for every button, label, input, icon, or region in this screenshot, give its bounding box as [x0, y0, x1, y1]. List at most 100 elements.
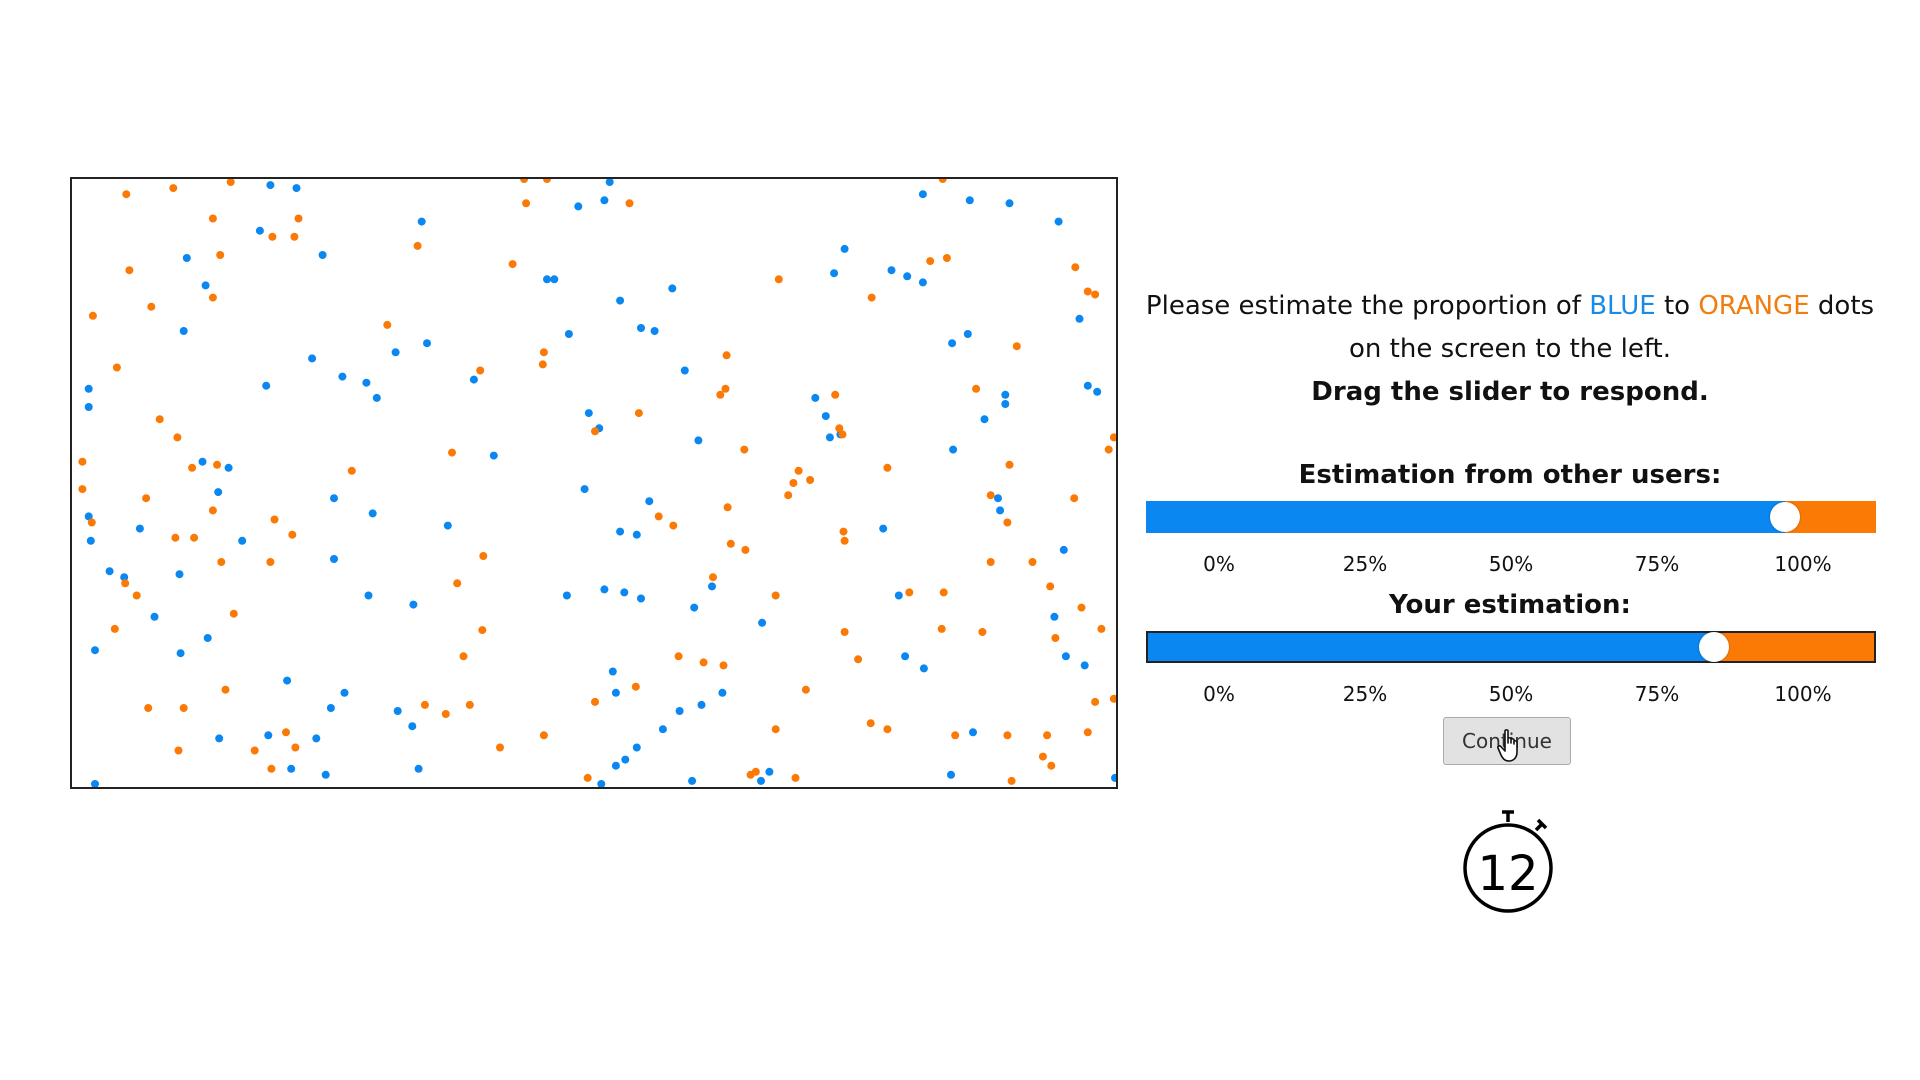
orange-dot: [634, 409, 643, 418]
orange-dot: [591, 427, 599, 436]
orange-dot: [1109, 433, 1116, 442]
orange-dot: [939, 588, 948, 597]
blue-dot: [821, 412, 830, 421]
orange-dot: [741, 545, 750, 554]
orange-dot: [1091, 697, 1100, 706]
orange-dot: [1083, 728, 1092, 737]
orange-dot: [1104, 445, 1113, 454]
orange-dot: [420, 700, 429, 709]
orange-dot: [699, 658, 708, 667]
orange-dot: [674, 652, 683, 661]
orange-dot: [347, 466, 356, 475]
others-tick-25: 25%: [1342, 552, 1388, 576]
instruction-line-1: Please estimate the proportion of BLUE t…: [1145, 291, 1875, 321]
orange-dot: [726, 539, 735, 548]
blue-dot: [918, 278, 927, 287]
blue-dot: [318, 251, 327, 259]
blue-dot: [1005, 199, 1014, 208]
blue-dot: [287, 764, 296, 773]
blue-dot: [825, 433, 834, 442]
your-tick-75: 75%: [1634, 682, 1680, 706]
blue-dot: [423, 339, 431, 348]
your-tick-100: 100%: [1774, 682, 1832, 706]
blue-dot: [811, 393, 820, 402]
orange-dot: [951, 731, 960, 740]
blue-dot: [887, 266, 896, 275]
dot-field-canvas: [78, 179, 1116, 787]
your-slider-ticks: 0% 25% 50% 75% 100%: [1146, 682, 1876, 712]
blue-dot: [1059, 545, 1068, 554]
orange-dot: [972, 384, 981, 393]
orange-dot: [883, 463, 892, 472]
blue-dot: [86, 536, 95, 545]
blue-dot: [697, 700, 706, 709]
orange-dot: [88, 311, 97, 320]
orange-dot: [669, 521, 678, 530]
blue-dot: [372, 393, 381, 402]
orange-dot: [1028, 558, 1037, 566]
blue-dot: [600, 585, 609, 594]
blue-dot: [135, 524, 144, 533]
blue-dot: [947, 770, 955, 779]
blue-dot: [969, 728, 977, 737]
orange-dot: [226, 179, 235, 186]
blue-dot: [611, 688, 620, 697]
others-tick-100: 100%: [1774, 552, 1832, 576]
orange-dot: [522, 199, 531, 208]
blue-dot: [616, 527, 625, 536]
blue-dot: [758, 618, 767, 627]
blue-dot: [340, 688, 349, 697]
blue-dot: [690, 603, 699, 612]
orange-dot: [801, 685, 810, 694]
orange-dot: [835, 424, 844, 433]
orange-word: ORANGE: [1698, 291, 1810, 321]
orange-dot: [839, 527, 848, 536]
orange-dot: [1003, 518, 1012, 527]
your-slider-orange-fill: [1714, 633, 1874, 661]
orange-dot: [122, 190, 131, 199]
orange-dot: [87, 518, 96, 527]
blue-dot: [949, 445, 958, 454]
blue-dot: [417, 217, 426, 226]
blue-dot: [238, 536, 247, 545]
blue-dot: [632, 530, 641, 539]
blue-dot: [91, 646, 99, 655]
blue-dot: [894, 591, 903, 600]
orange-dot: [250, 746, 259, 755]
orange-dot: [538, 360, 547, 369]
orange-dot: [294, 214, 303, 223]
blue-dot: [668, 284, 677, 293]
orange-dot: [591, 697, 599, 706]
blue-dot: [1001, 390, 1010, 399]
your-slider-thumb[interactable]: [1699, 632, 1730, 662]
others-estimation-slider: [1146, 501, 1876, 533]
orange-dot: [831, 390, 840, 399]
response-panel: Please estimate the proportion of BLUE t…: [1140, 0, 1880, 1080]
orange-dot: [1077, 603, 1086, 612]
blue-dot: [708, 582, 716, 591]
orange-dot: [142, 494, 151, 503]
blue-dot: [214, 488, 223, 497]
orange-dot: [740, 445, 749, 454]
orange-dot: [986, 558, 995, 566]
orange-dot: [784, 491, 793, 500]
your-estimation-slider[interactable]: [1146, 631, 1876, 663]
blue-dot: [1054, 217, 1063, 226]
blue-dot: [1001, 400, 1010, 408]
orange-dot: [441, 710, 450, 718]
blue-dot: [918, 190, 927, 199]
blue-dot: [600, 196, 609, 205]
orange-dot: [78, 457, 87, 466]
blue-dot: [637, 594, 645, 603]
orange-dot: [722, 351, 731, 360]
orange-dot: [1043, 731, 1052, 740]
your-tick-0: 0%: [1203, 682, 1235, 706]
blue-dot: [201, 281, 210, 290]
orange-dot: [1083, 287, 1092, 296]
blue-dot: [364, 591, 373, 600]
blue-dot: [308, 354, 317, 363]
timer-count: 12: [1477, 846, 1539, 902]
blue-dot: [224, 463, 233, 472]
blue-dot: [283, 676, 292, 685]
blue-dot: [262, 381, 271, 390]
